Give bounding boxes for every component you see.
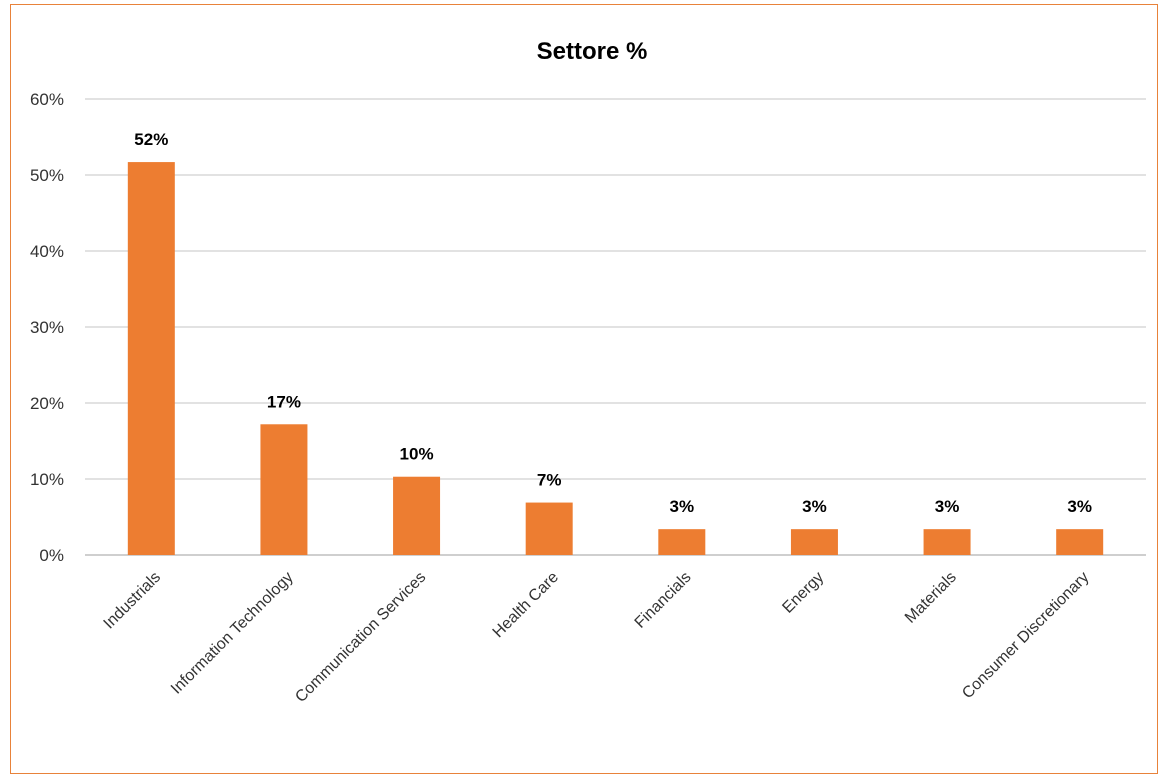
data-labels: 52% 17% 10% 7% 3% 3% 3% 3% (134, 130, 1092, 516)
data-label: 3% (935, 497, 960, 516)
x-category-label: Materials (902, 569, 960, 627)
data-label: 3% (670, 497, 695, 516)
x-category-label: Information Technology (168, 569, 297, 698)
x-category-label: Financials (632, 569, 695, 632)
chart-title: Settore % (537, 38, 648, 65)
bars (127, 162, 1104, 555)
bar (393, 476, 441, 555)
gridlines (85, 98, 1146, 556)
bar (1056, 529, 1104, 555)
data-label: 52% (134, 130, 168, 149)
y-tick-label: 50% (30, 166, 64, 185)
x-category-label: Energy (779, 569, 827, 617)
data-label: 10% (400, 445, 434, 464)
bar (260, 424, 308, 555)
chart-frame (10, 4, 1158, 774)
y-tick-label: 60% (30, 90, 64, 109)
bar (658, 529, 706, 555)
bar (790, 529, 838, 555)
x-category-label: Health Care (490, 569, 562, 641)
bar (923, 529, 971, 555)
data-label: 3% (1067, 497, 1092, 516)
data-label: 3% (802, 497, 827, 516)
y-tick-label: 10% (30, 470, 64, 489)
data-label: 17% (267, 392, 301, 411)
x-category-label: Consumer Discretionary (959, 569, 1092, 702)
y-tick-label: 40% (30, 242, 64, 261)
data-label: 7% (537, 471, 562, 490)
y-tick-label: 0% (39, 546, 64, 565)
bar (525, 502, 573, 555)
y-tick-label: 30% (30, 318, 64, 337)
y-axis-ticks: 0% 10% 20% 30% 40% 50% 60% (30, 90, 64, 565)
y-tick-label: 20% (30, 394, 64, 413)
x-category-label: Communication Services (292, 569, 429, 706)
x-category-label: Industrials (101, 569, 165, 633)
bar (127, 162, 175, 555)
x-axis-categories: Industrials Information TechnologyCommuni… (101, 569, 1093, 706)
